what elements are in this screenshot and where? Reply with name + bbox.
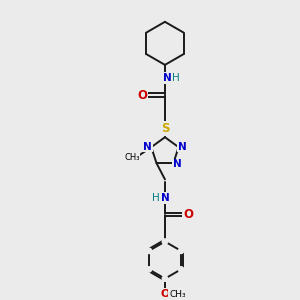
Text: O: O bbox=[160, 289, 170, 298]
Text: N: N bbox=[143, 142, 152, 152]
Circle shape bbox=[162, 239, 168, 244]
Text: N: N bbox=[178, 142, 187, 152]
Text: O: O bbox=[137, 88, 147, 102]
Circle shape bbox=[178, 267, 184, 272]
Circle shape bbox=[146, 248, 152, 254]
Circle shape bbox=[146, 267, 152, 272]
Text: CH₃: CH₃ bbox=[124, 153, 140, 162]
Text: H: H bbox=[152, 193, 160, 203]
Circle shape bbox=[162, 276, 168, 281]
Text: N: N bbox=[163, 73, 172, 83]
Text: S: S bbox=[161, 122, 169, 135]
Text: N: N bbox=[160, 193, 169, 203]
Circle shape bbox=[178, 248, 184, 254]
Text: O: O bbox=[183, 208, 193, 221]
Text: N: N bbox=[173, 159, 182, 170]
Text: CH₃: CH₃ bbox=[169, 290, 186, 299]
Text: H: H bbox=[172, 73, 180, 83]
